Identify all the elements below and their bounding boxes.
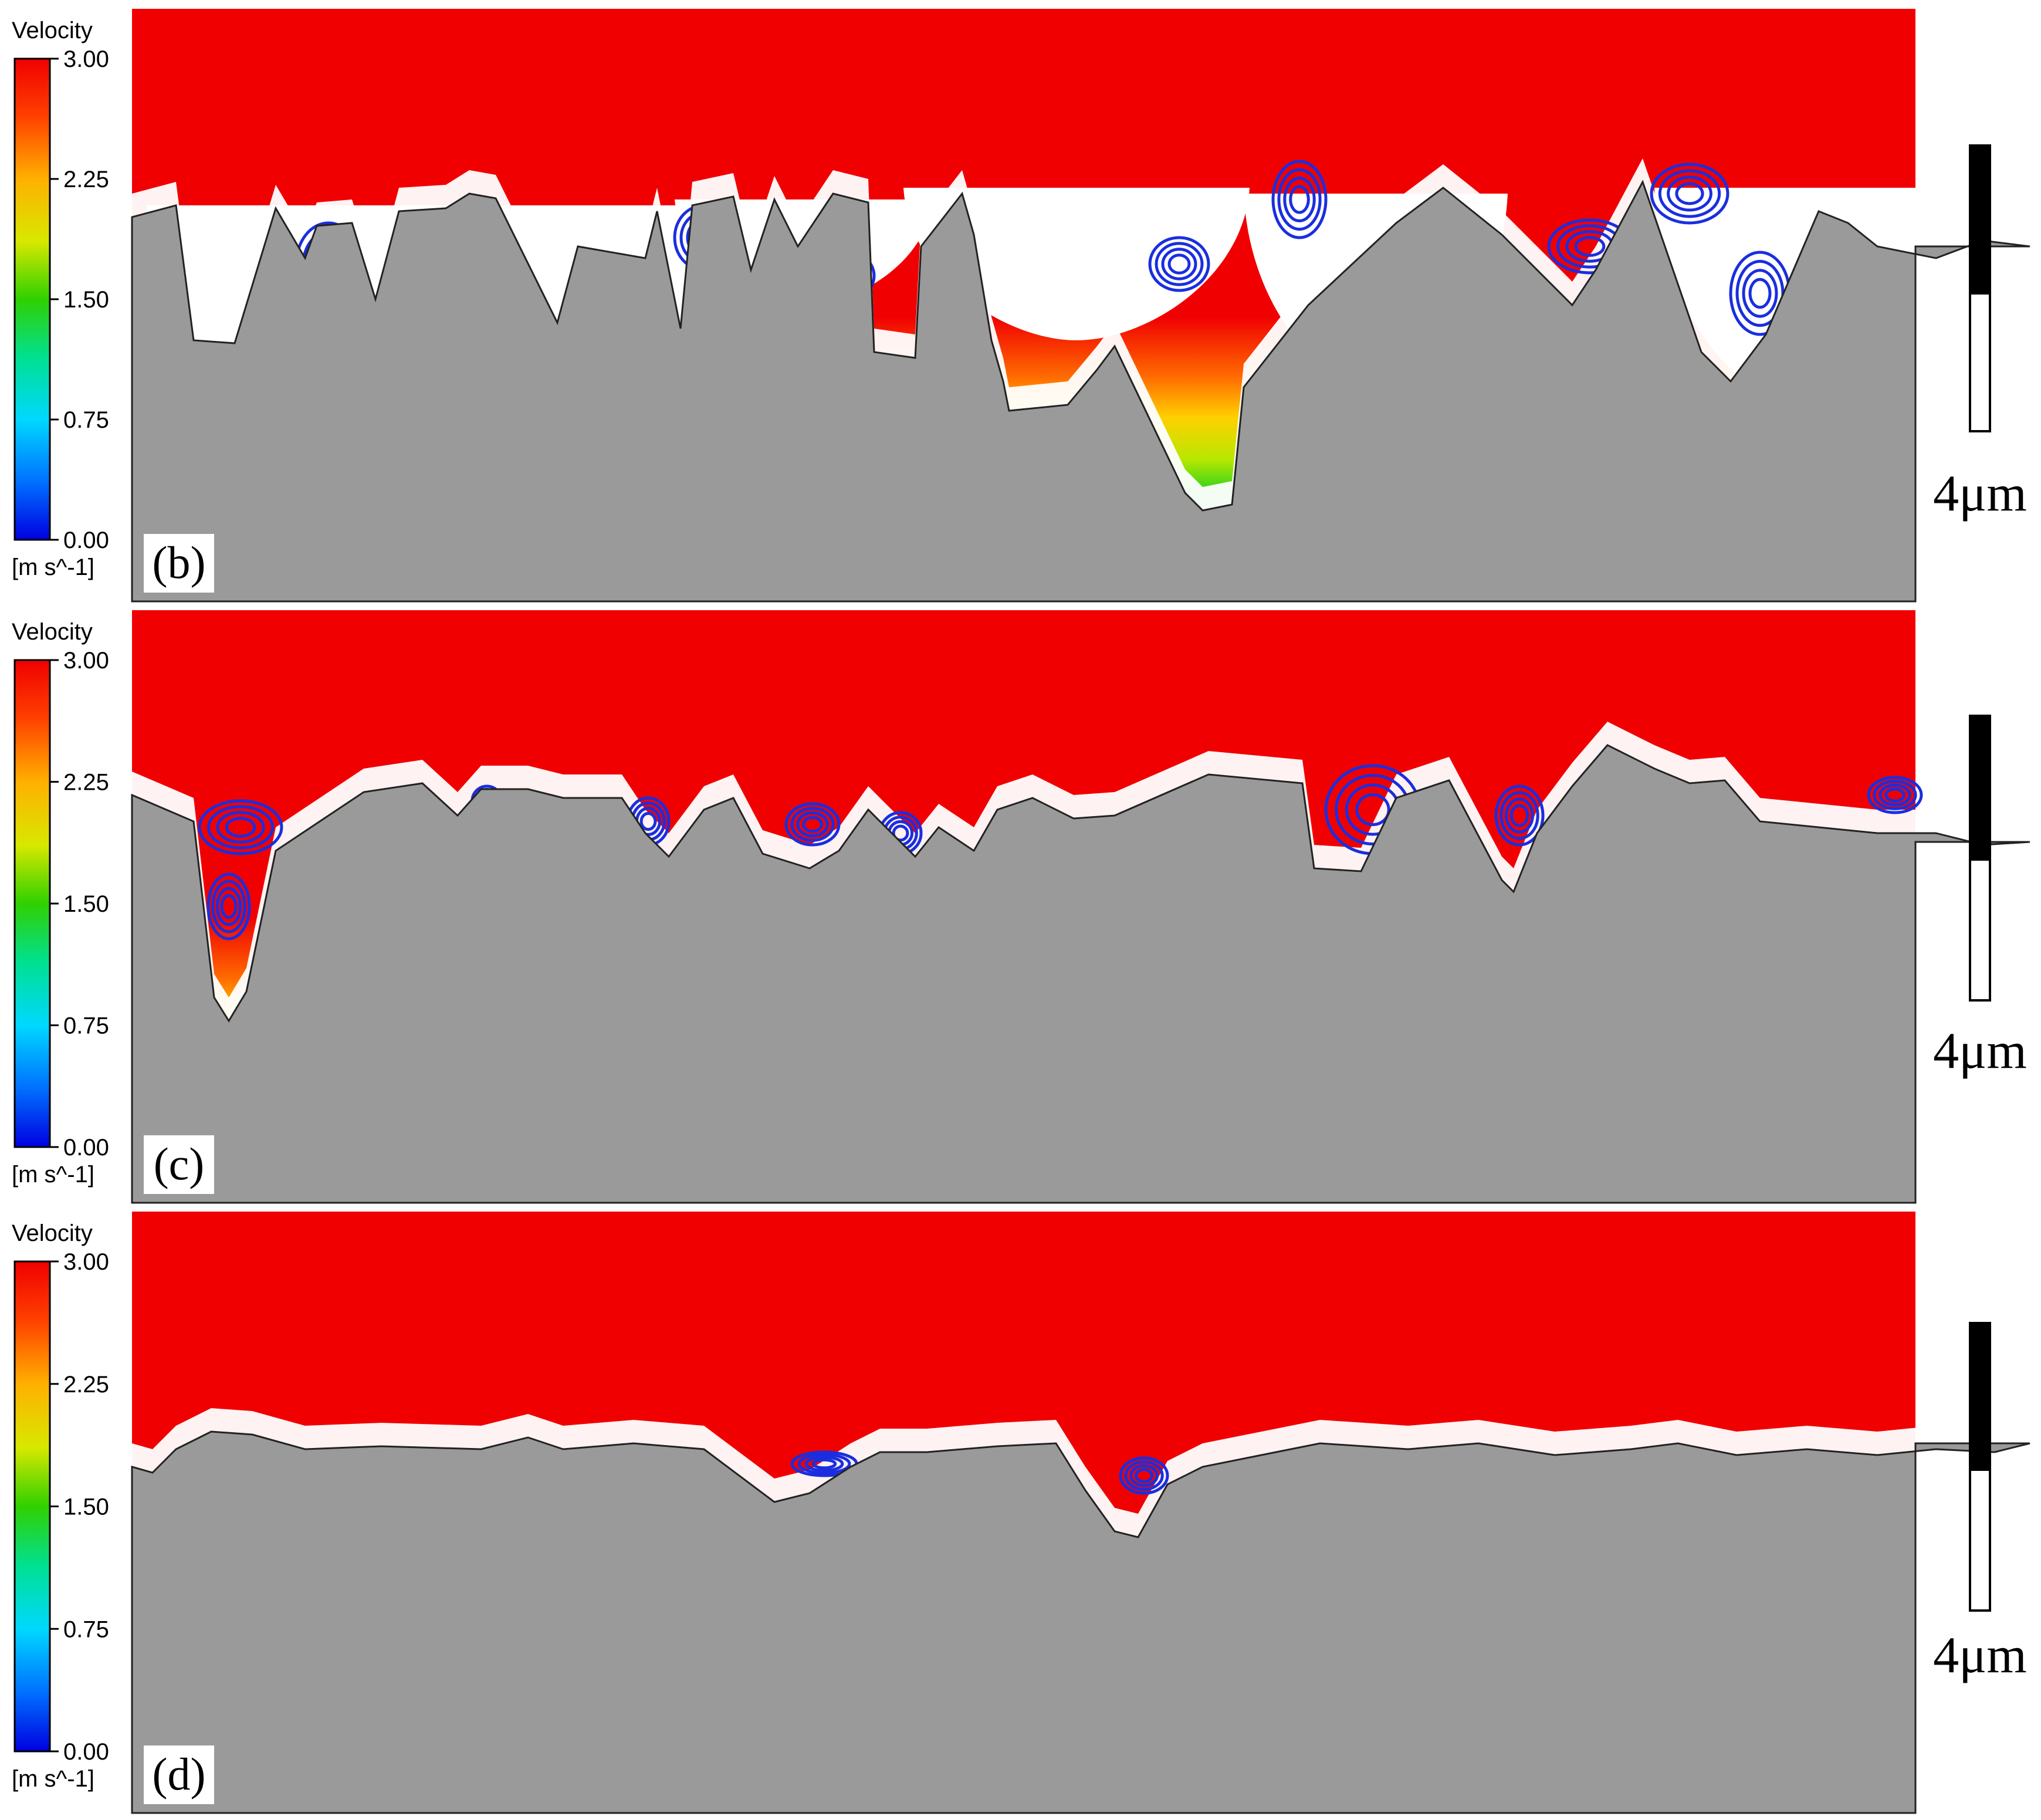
vortex-1: [207, 872, 251, 941]
colorbar-tick-label: 1.50: [63, 1494, 109, 1520]
vortex-2: [198, 799, 283, 855]
colorbar-unit: [m s^-1]: [12, 1766, 94, 1792]
vortex-5: [1148, 236, 1210, 292]
colorbar-tick-label: 0.75: [63, 1616, 109, 1642]
panel-label-text: (c): [154, 1138, 205, 1189]
rough-surface: [131, 744, 2030, 1204]
rough-surface: [131, 1430, 2030, 1814]
colorbar-tick-label: 3.00: [63, 1249, 109, 1275]
panel-b: (b) Velocity 3.00 2.25 1.50 0.75 0.00[m s^-1] 4…: [12, 9, 2030, 603]
scale-bar-label: 4μm: [1933, 1627, 2027, 1684]
velocity-colorbar: Velocity 3.00 2.25 1.50 0.75 0.00[m s^-1]: [12, 18, 109, 580]
vortex-9: [1650, 163, 1729, 225]
colorbar-tick-label: 3.00: [63, 46, 109, 72]
scale-bar: 4μm: [1933, 1322, 2027, 1684]
scale-bar-label: 4μm: [1933, 1023, 2027, 1080]
vortex-8: [1494, 784, 1545, 847]
colorbar-tick-label: 0.75: [63, 1013, 109, 1039]
colorbar-unit: [m s^-1]: [12, 1162, 94, 1188]
velocity-colorbar: Velocity 3.00 2.25 1.50 0.75 0.00[m s^-1]: [12, 1220, 109, 1792]
panel-label: (b): [144, 534, 214, 593]
colorbar-tick-label: 2.25: [63, 167, 109, 192]
panel-d: (d) Velocity 3.00 2.25 1.50 0.75 0.00[m s^-1] 4…: [12, 1212, 2030, 1814]
vortex-9: [1867, 776, 1923, 814]
colorbar-tick-label: 3.00: [63, 648, 109, 674]
colorbar-tick-label: 0.75: [63, 407, 109, 433]
colorbar-gradient: [13, 659, 51, 1148]
colorbar-gradient: [13, 1260, 51, 1753]
colorbar-tick-label: 2.25: [63, 770, 109, 796]
colorbar-unit: [m s^-1]: [12, 554, 94, 580]
vortex-6: [1271, 160, 1328, 239]
panel-label: (c): [144, 1135, 214, 1194]
colorbar-title: Velocity: [12, 18, 93, 43]
vortex-2: [1119, 1456, 1169, 1495]
panel-c: (c) Velocity 3.00 2.25 1.50 0.75 0.00[m s^-1] 4…: [12, 610, 2030, 1204]
colorbar-tick-label: 0.00: [63, 527, 109, 553]
colorbar-title: Velocity: [12, 1220, 93, 1246]
scale-bar: 4μm: [1933, 715, 2027, 1080]
colorbar-gradient: [13, 57, 51, 541]
scale-bar: 4μm: [1933, 144, 2027, 522]
panel-label: (d): [144, 1745, 214, 1804]
colorbar-tick-label: 2.25: [63, 1372, 109, 1398]
colorbar-tick-label: 0.00: [63, 1739, 109, 1765]
panel-label-text: (b): [153, 537, 206, 588]
panel-label-text: (d): [153, 1748, 206, 1799]
colorbar-tick-label: 1.50: [63, 891, 109, 917]
colorbar-tick-label: 1.50: [63, 287, 109, 313]
velocity-colorbar: Velocity 3.00 2.25 1.50 0.75 0.00[m s^-1]: [12, 619, 109, 1188]
rough-surface: [131, 180, 2030, 603]
pit-5: [903, 188, 1250, 340]
scale-bar-label: 4μm: [1933, 465, 2027, 522]
vortex-5: [784, 802, 841, 847]
colorbar-tick-label: 0.00: [63, 1135, 109, 1161]
colorbar-title: Velocity: [12, 619, 93, 645]
